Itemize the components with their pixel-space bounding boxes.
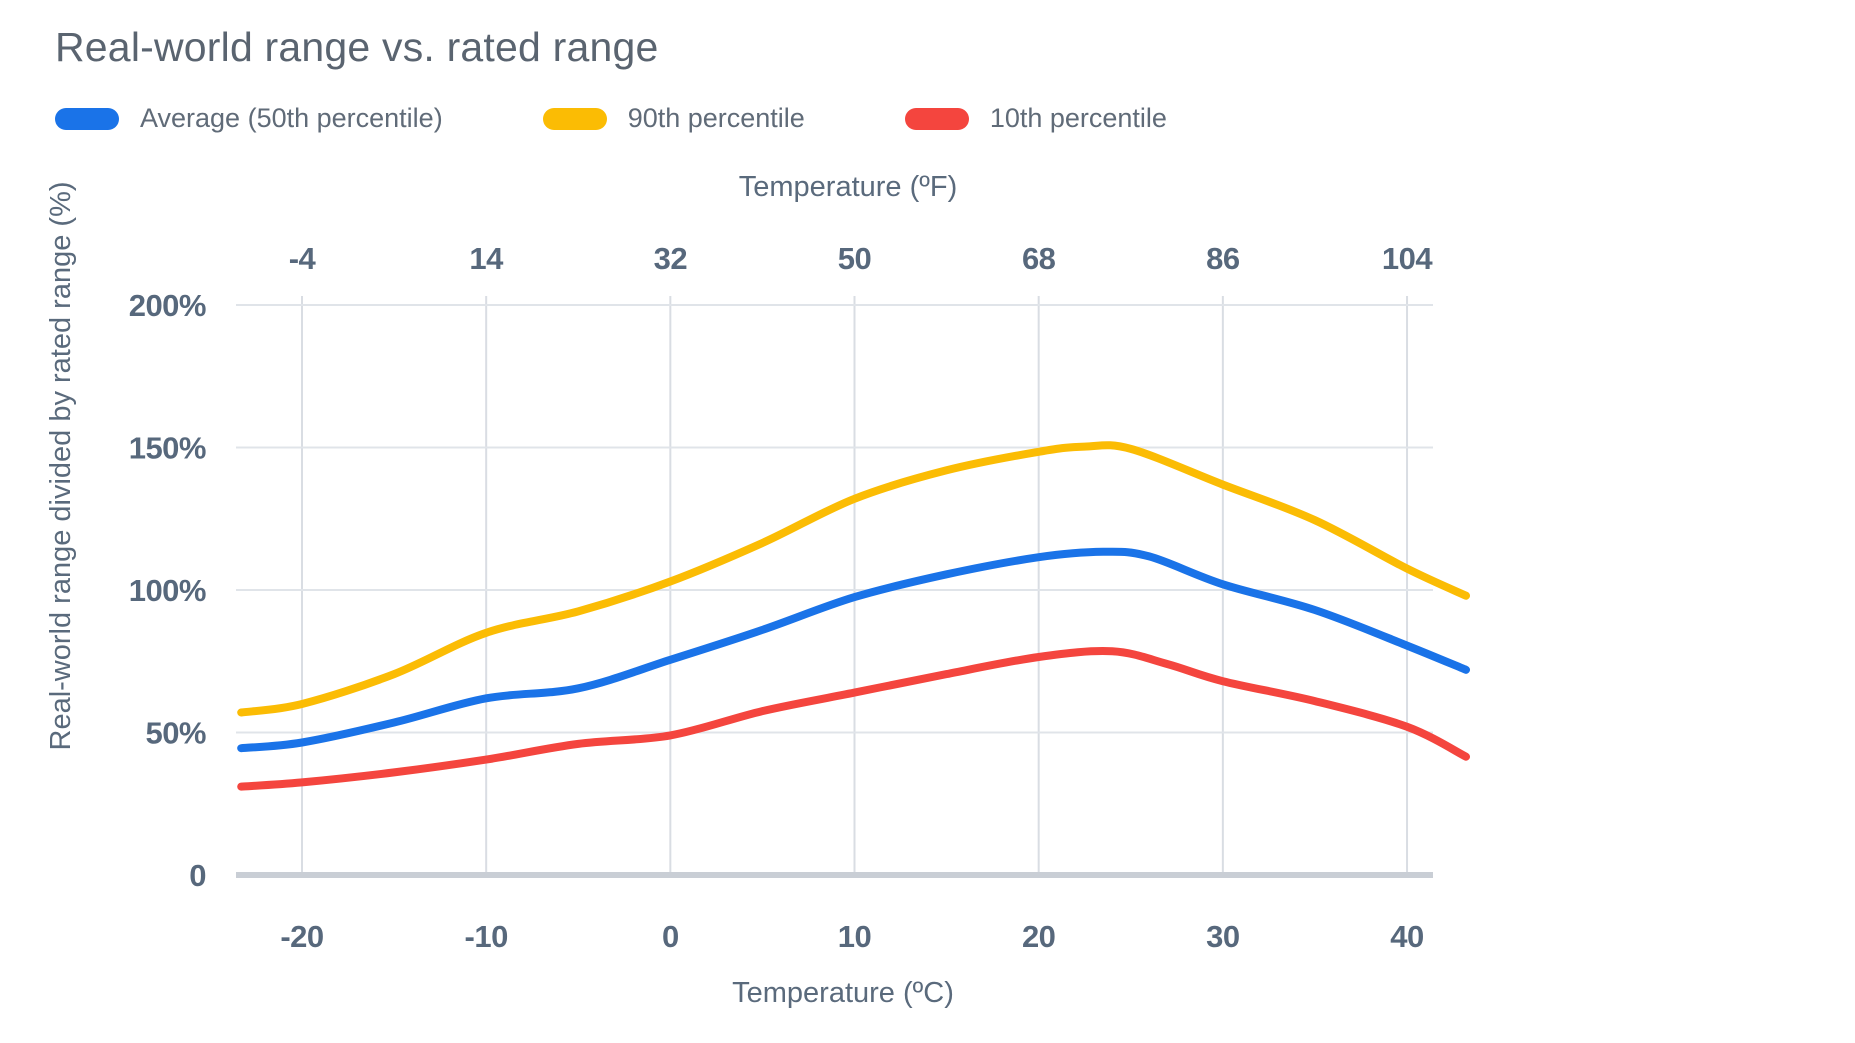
x-tick-fahrenheit: 68 [1022, 241, 1056, 276]
legend: Average (50th percentile) 90th percentil… [55, 103, 1167, 134]
x-tick-fahrenheit: 86 [1206, 241, 1240, 276]
legend-item-average: Average (50th percentile) [55, 103, 443, 134]
y-tick-labels: 0 50% 100% 150% 200% [129, 288, 207, 893]
gridlines-vertical [301, 296, 1409, 875]
series-line-average-50th-percentile [237, 547, 1470, 753]
x-axis-title: Temperature (ºC) [732, 977, 954, 1009]
legend-item-90th: 90th percentile [542, 103, 805, 134]
x-tick-celsius: 30 [1206, 919, 1239, 954]
x-tick-fahrenheit: 32 [654, 241, 687, 276]
legend-item-10th: 10th percentile [904, 103, 1167, 134]
legend-swatch-10th [904, 107, 969, 130]
x2-axis-title: Temperature (ºF) [739, 171, 957, 203]
x-tick-fahrenheit: 104 [1382, 241, 1433, 276]
x-tick-celsius: 20 [1022, 919, 1055, 954]
x-tick-celsius: 40 [1390, 919, 1423, 954]
legend-label-90th: 90th percentile [627, 103, 805, 133]
x-tick-fahrenheit: -4 [289, 241, 317, 276]
y-tick: 200% [129, 288, 206, 323]
x-tick-celsius: -20 [280, 919, 323, 954]
gridlines-horizontal [236, 304, 1433, 734]
y-tick: 0 [189, 858, 206, 893]
series-line-10th-percentile [237, 647, 1470, 791]
x-tick-celsius: 0 [662, 919, 679, 954]
y-tick: 50% [145, 716, 206, 751]
legend-swatch-90th [542, 107, 607, 130]
y-tick: 150% [129, 431, 206, 466]
series-lines [237, 441, 1470, 791]
x-tick-labels-celsius: -20 -10 0 10 20 30 40 [280, 919, 1424, 954]
legend-swatch-average [55, 107, 119, 130]
y-axis-title: Real-world range divided by rated range … [45, 181, 77, 750]
x-tick-fahrenheit: 50 [838, 241, 871, 276]
series-line-90th-percentile [237, 441, 1470, 717]
x-tick-fahrenheit: 14 [469, 241, 504, 276]
x-tick-labels-fahrenheit: -4 14 32 50 68 86 104 [289, 241, 1434, 276]
legend-label-10th: 10th percentile [989, 103, 1167, 133]
x-tick-celsius: -10 [465, 919, 508, 954]
chart-title: Real-world range vs. rated range [55, 24, 659, 70]
y-tick: 100% [129, 573, 206, 608]
legend-label-average: Average (50th percentile) [140, 103, 443, 133]
x-tick-celsius: 10 [838, 919, 871, 954]
